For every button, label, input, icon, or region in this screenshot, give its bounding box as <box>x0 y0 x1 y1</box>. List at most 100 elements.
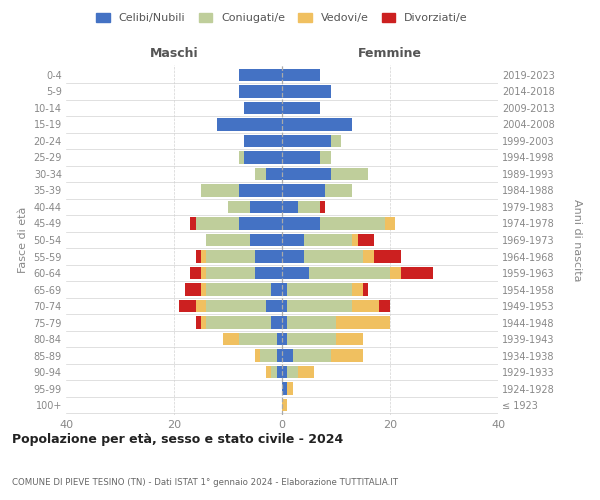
Bar <box>190 218 196 230</box>
Bar <box>298 366 314 378</box>
Bar <box>358 234 374 246</box>
Bar <box>277 366 282 378</box>
Bar <box>255 350 260 362</box>
Bar <box>271 366 277 378</box>
Bar <box>206 267 255 279</box>
Bar <box>320 152 331 164</box>
Bar <box>201 284 206 296</box>
Bar <box>206 300 266 312</box>
Bar <box>379 300 390 312</box>
Bar <box>206 234 250 246</box>
Bar <box>223 333 239 345</box>
Bar <box>282 135 331 147</box>
Bar <box>282 382 287 395</box>
Bar <box>206 250 255 262</box>
Bar <box>228 201 250 213</box>
Bar <box>287 284 352 296</box>
Bar <box>304 234 352 246</box>
Bar <box>385 218 395 230</box>
Bar <box>260 350 277 362</box>
Bar <box>190 267 201 279</box>
Bar <box>282 152 320 164</box>
Bar <box>287 316 336 328</box>
Bar <box>271 316 282 328</box>
Bar <box>201 316 206 328</box>
Bar <box>282 366 287 378</box>
Bar <box>239 152 244 164</box>
Y-axis label: Anni di nascita: Anni di nascita <box>572 198 582 281</box>
Bar <box>239 68 282 81</box>
Bar <box>196 218 239 230</box>
Bar <box>185 284 201 296</box>
Bar <box>277 333 282 345</box>
Bar <box>255 250 282 262</box>
Bar <box>331 135 341 147</box>
Bar <box>196 316 201 328</box>
Bar <box>239 333 277 345</box>
Bar <box>282 284 287 296</box>
Bar <box>325 184 352 196</box>
Bar <box>282 85 331 98</box>
Bar <box>363 284 368 296</box>
Bar <box>282 267 309 279</box>
Bar <box>282 68 320 81</box>
Bar <box>250 234 282 246</box>
Bar <box>266 300 282 312</box>
Y-axis label: Fasce di età: Fasce di età <box>18 207 28 273</box>
Bar <box>336 333 363 345</box>
Bar <box>206 284 271 296</box>
Bar <box>331 168 368 180</box>
Bar <box>277 350 282 362</box>
Text: Femmine: Femmine <box>358 47 422 60</box>
Bar <box>255 267 282 279</box>
Bar <box>282 201 298 213</box>
Bar <box>309 267 390 279</box>
Bar <box>239 218 282 230</box>
Bar <box>352 284 363 296</box>
Bar <box>390 267 401 279</box>
Bar <box>196 300 206 312</box>
Bar <box>266 168 282 180</box>
Legend: Celibi/Nubili, Coniugati/e, Vedovi/e, Divorziati/e: Celibi/Nubili, Coniugati/e, Vedovi/e, Di… <box>92 8 472 28</box>
Text: Popolazione per età, sesso e stato civile - 2024: Popolazione per età, sesso e stato civil… <box>12 432 343 446</box>
Bar <box>352 234 358 246</box>
Bar <box>244 102 282 114</box>
Bar <box>282 102 320 114</box>
Bar <box>201 250 206 262</box>
Bar <box>401 267 433 279</box>
Bar <box>201 184 239 196</box>
Bar <box>196 250 201 262</box>
Bar <box>282 333 287 345</box>
Bar <box>331 350 363 362</box>
Bar <box>282 184 325 196</box>
Bar <box>206 316 271 328</box>
Bar <box>320 201 325 213</box>
Bar <box>244 152 282 164</box>
Bar <box>282 250 304 262</box>
Bar <box>287 382 293 395</box>
Bar <box>363 250 374 262</box>
Bar <box>298 201 320 213</box>
Bar <box>239 85 282 98</box>
Bar <box>179 300 196 312</box>
Bar <box>282 234 304 246</box>
Bar <box>282 399 287 411</box>
Bar <box>293 350 331 362</box>
Bar <box>304 250 363 262</box>
Bar <box>282 350 293 362</box>
Bar <box>282 168 331 180</box>
Bar <box>250 201 282 213</box>
Bar <box>336 316 390 328</box>
Bar <box>282 316 287 328</box>
Bar <box>352 300 379 312</box>
Bar <box>271 284 282 296</box>
Bar <box>255 168 266 180</box>
Text: COMUNE DI PIEVE TESINO (TN) - Dati ISTAT 1° gennaio 2024 - Elaborazione TUTTITAL: COMUNE DI PIEVE TESINO (TN) - Dati ISTAT… <box>12 478 398 487</box>
Bar <box>374 250 401 262</box>
Bar <box>239 184 282 196</box>
Bar <box>217 118 282 130</box>
Bar <box>201 267 206 279</box>
Bar <box>287 366 298 378</box>
Bar <box>287 300 352 312</box>
Bar <box>282 300 287 312</box>
